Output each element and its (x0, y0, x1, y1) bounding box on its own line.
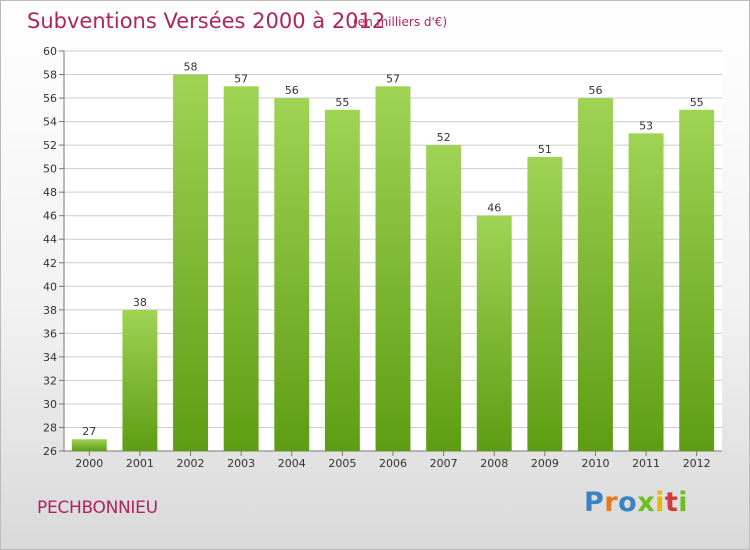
y-tick-label: 36 (43, 327, 57, 340)
value-label-2001: 38 (133, 296, 147, 309)
value-label-2002: 58 (184, 61, 198, 74)
value-label-2011: 53 (639, 119, 653, 132)
y-tick-label: 32 (43, 374, 57, 387)
x-tick-label-2010: 2010 (581, 457, 609, 470)
x-tick-label-2008: 2008 (480, 457, 508, 470)
y-tick-label: 60 (43, 45, 57, 58)
y-tick-label: 52 (43, 139, 57, 152)
proxiti-logo: Proxiti (584, 487, 688, 518)
y-tick-label: 50 (43, 163, 57, 176)
y-tick-label: 38 (43, 304, 57, 317)
bar-2003 (223, 86, 259, 451)
bar-2001 (122, 309, 158, 451)
value-label-2009: 51 (538, 143, 552, 156)
x-tick-label-2011: 2011 (632, 457, 660, 470)
value-label-2000: 27 (82, 425, 96, 438)
x-tick-label-2012: 2012 (683, 457, 711, 470)
chart-title: Subventions Versées 2000 à 2012 (27, 9, 386, 33)
y-tick-label: 56 (43, 92, 57, 105)
logo-letter: x (637, 487, 656, 518)
bar-2006 (375, 86, 411, 451)
bar-2004 (274, 98, 310, 451)
bar-2012 (679, 109, 715, 451)
y-tick-label: 42 (43, 257, 57, 270)
x-tick-label-2002: 2002 (177, 457, 205, 470)
y-tick-label: 30 (43, 398, 57, 411)
value-label-2012: 55 (690, 96, 704, 109)
bar-2009 (527, 156, 563, 451)
y-tick-label: 54 (43, 116, 57, 129)
value-label-2004: 56 (285, 84, 299, 97)
y-tick-label: 40 (43, 280, 57, 293)
bar-2011 (628, 133, 664, 451)
value-label-2003: 57 (234, 72, 248, 85)
y-tick-label: 58 (43, 69, 57, 82)
value-label-2005: 55 (335, 96, 349, 109)
logo-letter: o (618, 487, 638, 518)
y-tick-label: 44 (43, 233, 57, 246)
bar-2002 (173, 74, 209, 451)
x-tick-label-2000: 2000 (75, 457, 103, 470)
bar-2010 (577, 98, 613, 451)
logo-letter: i (678, 487, 689, 518)
x-tick-label-2005: 2005 (328, 457, 356, 470)
y-tick-label: 46 (43, 210, 57, 223)
logo-letter: P (584, 487, 605, 518)
x-tick-label-2007: 2007 (430, 457, 458, 470)
value-label-2007: 52 (437, 131, 451, 144)
bar-2005 (324, 109, 360, 451)
x-tick-label-2009: 2009 (531, 457, 559, 470)
bar-2007 (426, 145, 462, 451)
x-tick-label-2001: 2001 (126, 457, 154, 470)
y-tick-label: 34 (43, 351, 57, 364)
value-label-2010: 56 (588, 84, 602, 97)
y-tick-label: 26 (43, 445, 57, 458)
logo-letter: i (655, 487, 665, 518)
x-tick-label-2003: 2003 (227, 457, 255, 470)
x-tick-label-2006: 2006 (379, 457, 407, 470)
logo-letter: t (664, 487, 679, 518)
y-tick-label: 48 (43, 186, 57, 199)
place-name: PECHBONNIEU (37, 498, 158, 518)
logo-letter: r (604, 487, 619, 518)
bar-2008 (476, 215, 512, 451)
chart-subtitle: (en milliers d'€) (353, 15, 448, 29)
y-tick-label: 28 (43, 421, 57, 434)
value-label-2006: 57 (386, 72, 400, 85)
x-tick-label-2004: 2004 (278, 457, 306, 470)
bar-2000 (71, 439, 107, 451)
value-label-2008: 46 (487, 202, 501, 215)
